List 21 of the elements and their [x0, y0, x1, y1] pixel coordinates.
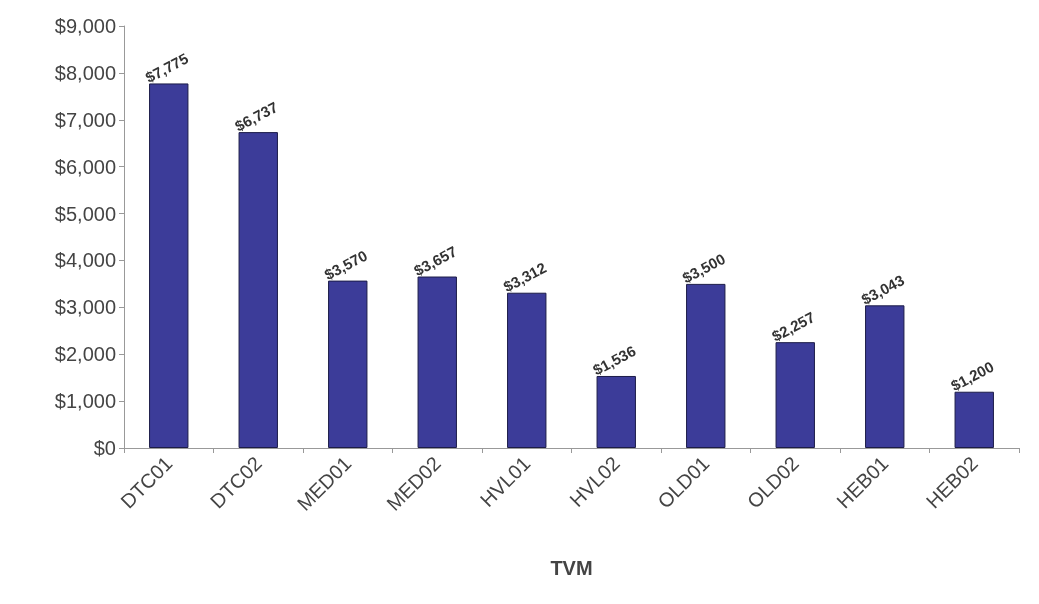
y-tick-label: $3,000 — [54, 296, 116, 319]
y-tick-label: $9,000 — [54, 15, 116, 37]
bar — [328, 280, 368, 448]
y-tick-label: $5,000 — [54, 202, 116, 225]
bar — [507, 292, 547, 448]
bar — [596, 375, 636, 448]
bar — [149, 83, 189, 448]
y-tick-label: $7,000 — [54, 108, 116, 131]
bar — [865, 305, 905, 448]
x-axis-title: TVM — [550, 557, 593, 579]
y-tick-label: $8,000 — [54, 61, 116, 84]
bar — [238, 132, 278, 448]
y-tick-label: $6,000 — [54, 155, 116, 178]
bar — [775, 342, 815, 448]
y-tick-label: $4,000 — [54, 249, 116, 272]
y-tick-label: $2,000 — [54, 343, 116, 366]
y-tick-label: $0 — [93, 437, 116, 459]
bar — [417, 276, 457, 448]
bar — [686, 283, 726, 448]
y-tick-label: $1,000 — [54, 390, 116, 413]
bar — [954, 391, 994, 448]
